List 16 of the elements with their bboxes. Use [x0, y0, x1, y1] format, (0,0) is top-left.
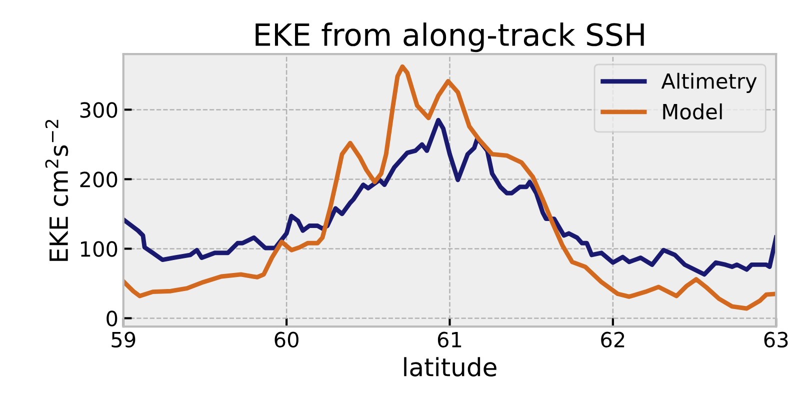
legend-label: Model [663, 103, 722, 120]
line-series [123, 64, 776, 311]
x-tick-label: 60 [274, 332, 298, 348]
y-axis-title: EKE cm$^{2}$s$^{−2}$ [45, 120, 68, 261]
y-tick-label: 0 [106, 310, 118, 326]
y-tick-label: 300 [80, 102, 118, 118]
y-tick-label: 200 [80, 172, 118, 188]
y-tick-label: 100 [81, 241, 118, 257]
x-tick-label: 59 [112, 332, 136, 348]
line-series [123, 118, 776, 277]
x-tick-label: 61 [438, 332, 462, 348]
x-axis-title: latitude [404, 357, 496, 376]
x-tick-label: 62 [601, 332, 624, 348]
chart-title: EKE from along-track SSH [256, 22, 644, 52]
x-tick-label: 63 [764, 332, 788, 348]
legend-label: Altimetry [661, 72, 757, 93]
